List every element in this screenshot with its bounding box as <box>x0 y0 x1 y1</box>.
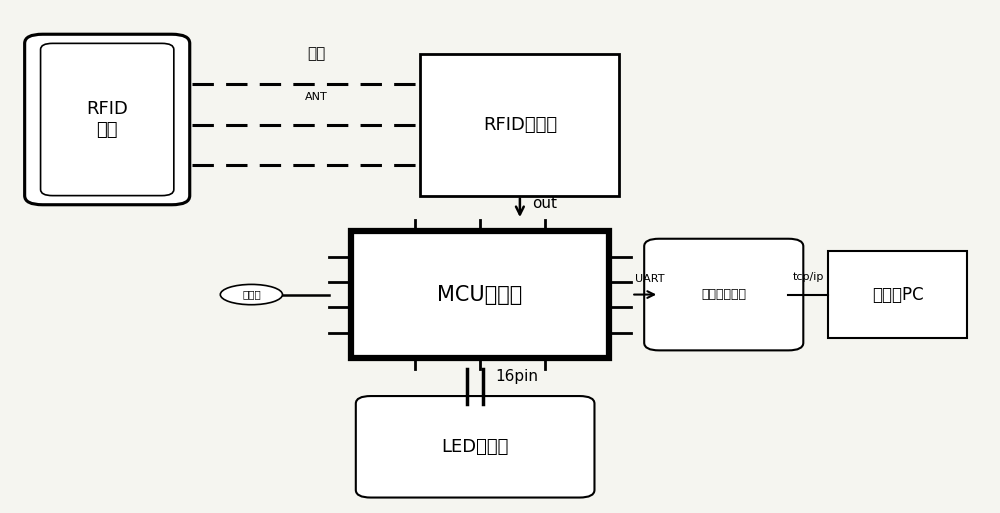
FancyBboxPatch shape <box>25 34 190 205</box>
Text: MCU控制器: MCU控制器 <box>437 285 523 305</box>
Bar <box>351 231 609 358</box>
Bar <box>420 53 619 195</box>
Ellipse shape <box>220 284 282 305</box>
Text: 无线通信装置: 无线通信装置 <box>701 288 746 301</box>
FancyBboxPatch shape <box>644 239 803 350</box>
Text: ANT: ANT <box>305 92 327 102</box>
Text: LED显示器: LED显示器 <box>441 438 509 456</box>
Text: 提示灯: 提示灯 <box>242 289 261 300</box>
FancyBboxPatch shape <box>356 396 594 498</box>
Text: RFID
标签: RFID 标签 <box>86 100 128 139</box>
Text: tcp/ip: tcp/ip <box>793 272 824 282</box>
Text: 控制台PC: 控制台PC <box>872 286 924 304</box>
Text: RFID读写器: RFID读写器 <box>483 115 557 133</box>
Bar <box>828 251 967 338</box>
Text: 天线: 天线 <box>307 46 325 61</box>
Text: 16pin: 16pin <box>495 369 538 384</box>
Text: out: out <box>532 196 557 211</box>
FancyBboxPatch shape <box>41 44 174 195</box>
Text: UART: UART <box>635 274 665 284</box>
